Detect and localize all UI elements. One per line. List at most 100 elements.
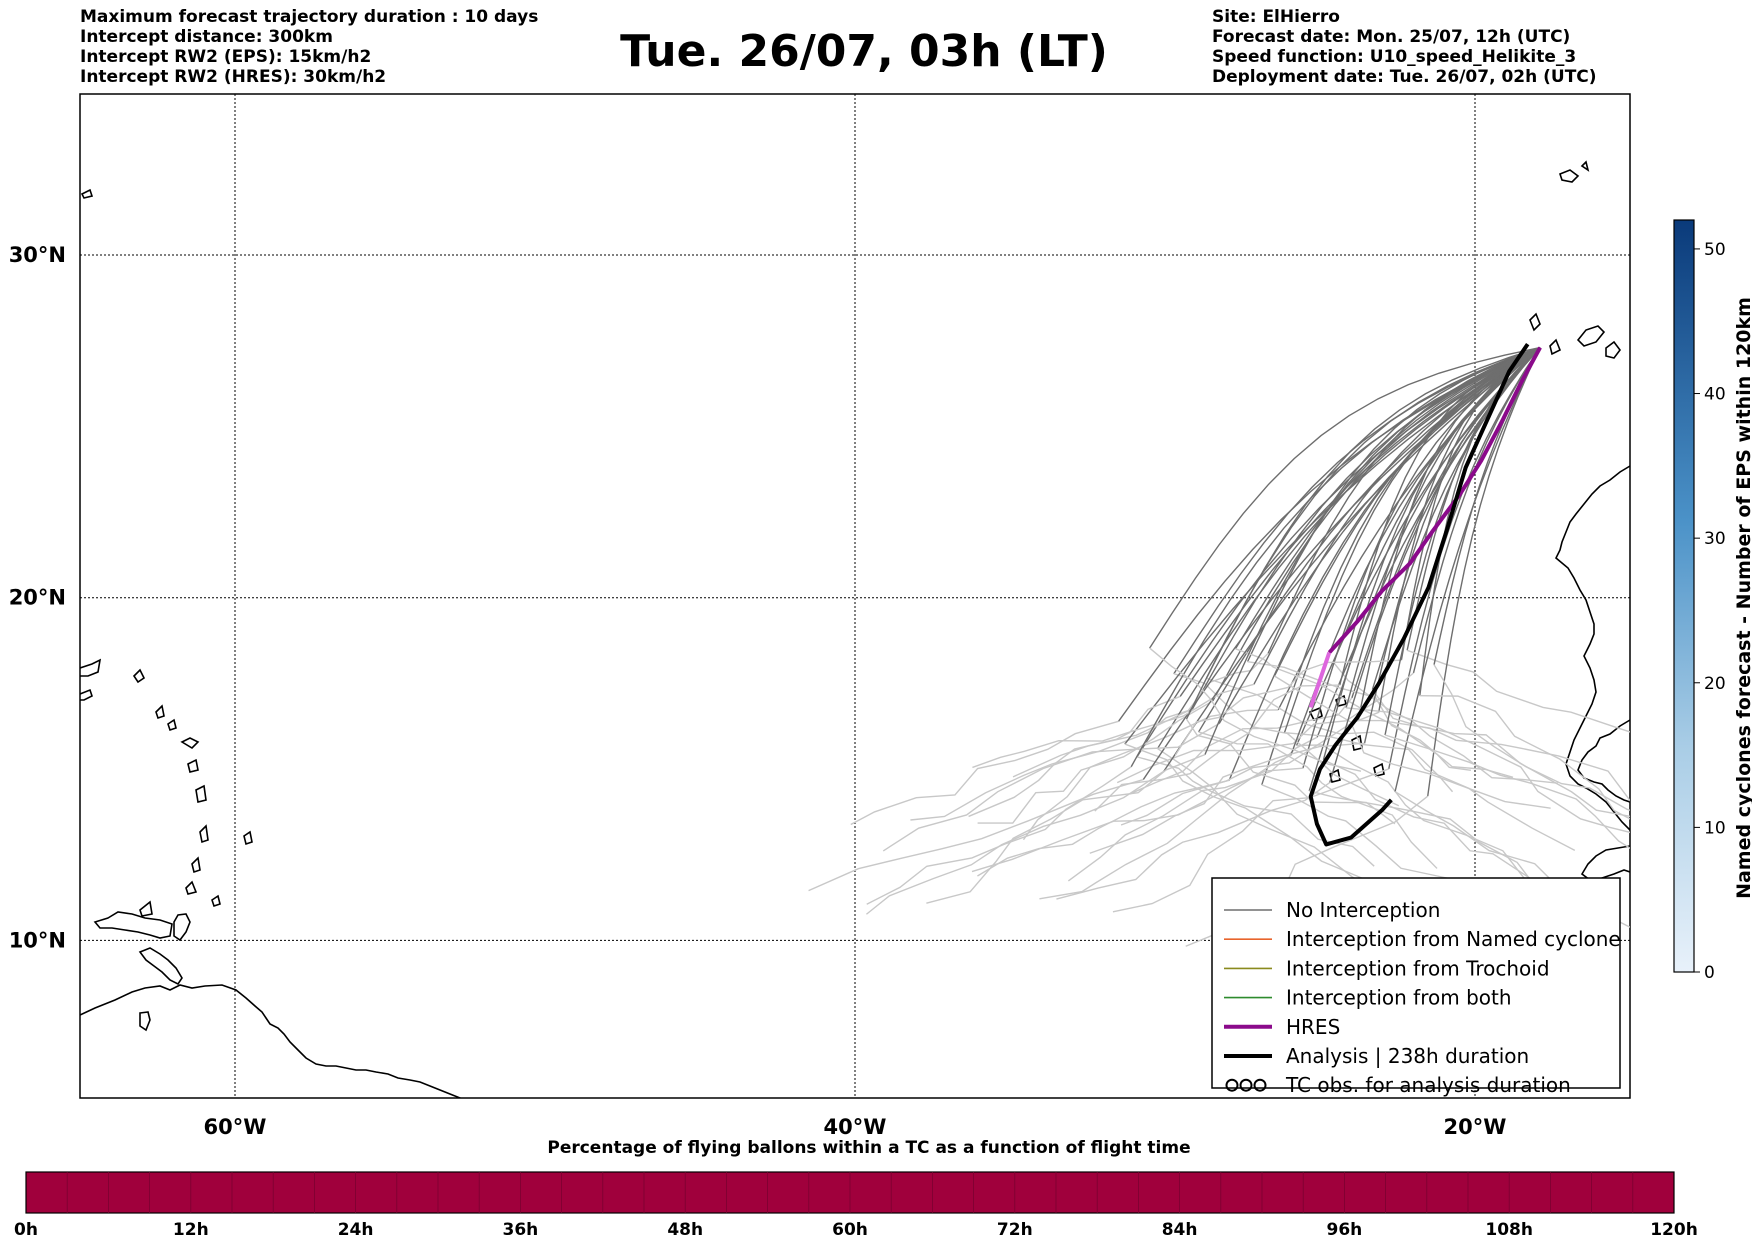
legend-item: Analysis | 238h duration — [1224, 1044, 1529, 1068]
flight-bar-tick-label: 108h — [1485, 1220, 1533, 1240]
coastline-africa-west-bulge — [1577, 719, 1630, 803]
eps-track-late — [1039, 754, 1292, 900]
eps-track-early — [1149, 346, 1541, 649]
eps-track-early — [1204, 346, 1541, 755]
colorbar-gradient — [1673, 219, 1695, 973]
eps-track-early — [1339, 346, 1541, 686]
eps-track-late — [977, 779, 1230, 877]
legend-item: Interception from Trochoid — [1224, 956, 1550, 980]
header-left-line: Intercept RW2 (HRES): 30km/h2 — [80, 67, 387, 87]
eps-track-early — [1185, 346, 1541, 720]
coastline-africa-senegal — [1580, 845, 1630, 881]
y-tick-label: 30°N — [9, 243, 66, 267]
flight-time-bar: 0h 12h 24h 36h 48h 60h 72h 84h 96h 108h 120h — [14, 1171, 1698, 1240]
flight-bar-tick-label: 96h — [1327, 1220, 1363, 1240]
eps-track-late — [977, 700, 1214, 824]
legend-item: HRES — [1224, 1015, 1340, 1039]
flight-bar-tick-label: 24h — [338, 1220, 374, 1240]
map-plot-area — [79, 93, 1631, 1099]
trajectories — [808, 343, 1630, 947]
x-tick-label: 60°W — [204, 1115, 267, 1139]
eps-track-early — [1371, 347, 1541, 690]
axis-labels: 60°W 40°W 20°W 10°N 20°N 30°N — [9, 243, 1507, 1139]
eps-track-early — [1218, 346, 1541, 724]
flight-bar-tick-label: 36h — [503, 1220, 539, 1240]
y-tick-label: 20°N — [9, 586, 66, 610]
eps-track-late — [1274, 675, 1551, 809]
colorbar-tick-label: 0 — [1704, 963, 1715, 983]
eps-track-late — [1094, 684, 1340, 812]
flight-bar-tick-label: 48h — [667, 1220, 703, 1240]
legend-item: Interception from Named cyclone — [1224, 927, 1621, 951]
header-right-line: Site: ElHierro — [1212, 7, 1340, 27]
eps-track-early — [1384, 347, 1541, 736]
header-right-line: Deployment date: Tue. 26/07, 02h (UTC) — [1212, 67, 1597, 87]
eps-track-late — [882, 723, 1220, 852]
flight-bar-tick-label: 84h — [1162, 1220, 1198, 1240]
eps-track-early — [1136, 346, 1541, 758]
tc-obs-symbol — [1225, 1078, 1239, 1092]
eps-track-late — [1112, 768, 1389, 913]
tc-obs-symbol — [1239, 1078, 1253, 1092]
flight-bar-tick-label: 0h — [14, 1220, 38, 1240]
eps-track-early — [1130, 346, 1541, 768]
colorbar: 0 10 20 30 40 50 Named cyclones forecast - Nu… — [1673, 219, 1752, 983]
header-right-line: Speed function: U10_speed_Helikite_3 — [1212, 47, 1577, 67]
eps-track-early — [1234, 346, 1541, 650]
eps-track-late — [1149, 647, 1362, 772]
eps-track-late — [1384, 734, 1630, 849]
coastline-africa — [1555, 465, 1630, 831]
coastline-trinidad — [173, 913, 191, 942]
eps-track-late — [1089, 742, 1365, 854]
legend-item: TC obs. for analysis duration — [1225, 1073, 1571, 1097]
eps-track-late — [1433, 664, 1630, 811]
eps-track-late — [1247, 660, 1514, 778]
eps-track-late — [1419, 694, 1630, 820]
coastline-northwest-corner — [80, 658, 102, 677]
eps-track-early — [1345, 347, 1541, 708]
flight-bar-title: Percentage of flying ballons within a TC… — [547, 1138, 1191, 1158]
x-tick-label: 40°W — [824, 1115, 887, 1139]
header-right-line: Forecast date: Mon. 25/07, 12h (UTC) — [1212, 27, 1571, 47]
eps-track-late — [1358, 719, 1630, 802]
eps-track-late — [1198, 731, 1438, 869]
flight-bar-tick-label: 12h — [173, 1220, 209, 1240]
eps-track-early — [1273, 346, 1541, 677]
hres-track — [1327, 346, 1542, 654]
eps-track-late — [1120, 711, 1380, 826]
colorbar-tick-label: 50 — [1704, 240, 1726, 260]
colorbar-tick-label: 30 — [1704, 529, 1726, 549]
header-left-line: Intercept RW2 (EPS): 15km/h2 — [80, 47, 372, 67]
eps-track-late — [1371, 689, 1630, 818]
eps-track-late — [1323, 759, 1553, 906]
eps-track-late — [866, 766, 1132, 905]
coastline-canary-islands — [1529, 312, 1621, 359]
colorbar-tick-label: 40 — [1704, 385, 1726, 405]
legend-label: No Interception — [1286, 898, 1440, 922]
colorbar-label: Named cyclones forecast - Number of EPS … — [1733, 297, 1752, 899]
colorbar-tick-label: 10 — [1704, 818, 1726, 838]
legend-box — [1211, 877, 1621, 1089]
eps-track-late — [1056, 782, 1331, 900]
colorbar-ticks: 0 10 20 30 40 50 — [1694, 240, 1726, 983]
eps-track-late — [1406, 649, 1630, 733]
coastline-caribbean-arc — [93, 911, 173, 939]
eps-track-early — [1394, 347, 1541, 792]
eps-track-late — [1346, 707, 1630, 834]
eps-track-early — [1419, 347, 1541, 696]
analysis-track — [1308, 343, 1530, 847]
eps-track-late — [1206, 677, 1454, 793]
eps-track-early — [1163, 347, 1541, 772]
eps-track-early — [1267, 346, 1541, 654]
eps-track-early — [1191, 346, 1541, 710]
legend-label: Interception from Named cyclone — [1286, 927, 1621, 951]
coastline-lesser-antilles — [132, 668, 253, 917]
legend-label: Interception from both — [1286, 986, 1512, 1010]
eps-track-early — [1427, 347, 1541, 797]
legend-label: HRES — [1286, 1015, 1340, 1039]
tc-obs-symbol — [1253, 1078, 1267, 1092]
eps-track-late — [926, 753, 1206, 904]
eps-track-late — [972, 683, 1255, 769]
legend-label: TC obs. for analysis duration — [1285, 1073, 1571, 1097]
